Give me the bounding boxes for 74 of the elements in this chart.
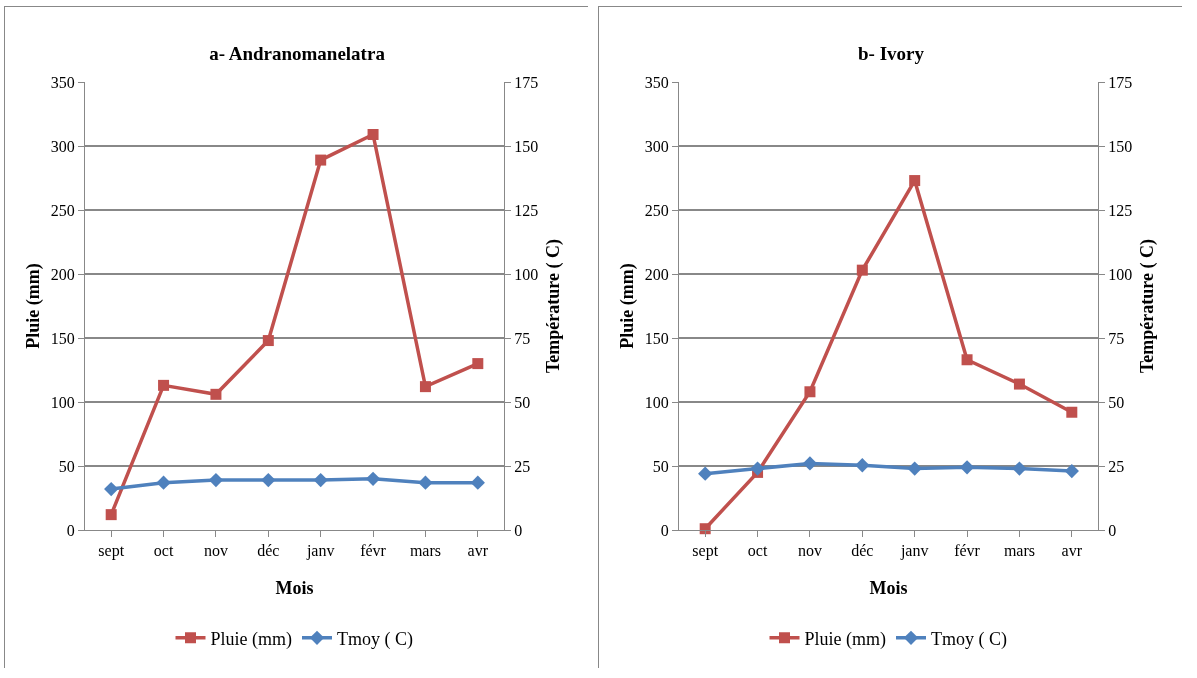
x-tick-label: janv bbox=[305, 542, 335, 561]
x-tick-label: sept bbox=[692, 542, 719, 561]
x-tick-label: déc bbox=[257, 542, 280, 560]
x-tick-label: oct bbox=[153, 542, 174, 560]
y-axis-title: Pluie (mm) bbox=[23, 263, 44, 349]
y2-tick-label: 75 bbox=[514, 329, 531, 347]
y2-tick-label: 0 bbox=[1108, 521, 1117, 539]
y2-tick-label: 100 bbox=[514, 265, 539, 283]
point bbox=[210, 388, 222, 400]
y-tick-label: 0 bbox=[66, 521, 75, 539]
point bbox=[315, 154, 327, 166]
y2-tick-label: 75 bbox=[1108, 329, 1125, 347]
y2-tick-label: 125 bbox=[1108, 201, 1133, 219]
x-tick-label: avr bbox=[467, 542, 489, 560]
legend-label: Pluie (mm) bbox=[804, 628, 886, 650]
x-tick-label: mars bbox=[1003, 542, 1035, 560]
y-tick-label: 350 bbox=[644, 73, 669, 91]
y2-tick-label: 175 bbox=[1108, 73, 1133, 91]
y2-tick-label: 175 bbox=[514, 73, 539, 91]
point bbox=[961, 354, 973, 366]
y2-tick-label: 150 bbox=[1108, 137, 1133, 155]
point bbox=[804, 386, 816, 398]
legend-label: Tmoy ( C) bbox=[931, 628, 1007, 650]
y-tick-label: 300 bbox=[50, 137, 75, 155]
legend-label: Pluie (mm) bbox=[210, 628, 292, 650]
point bbox=[262, 335, 274, 347]
chart-title: b- Ivory bbox=[858, 43, 925, 65]
y2-tick-label: 50 bbox=[1108, 393, 1125, 411]
y-tick-label: 50 bbox=[58, 457, 75, 475]
x-tick-label: nov bbox=[797, 542, 822, 560]
x-tick-label: avr bbox=[1061, 542, 1083, 560]
point bbox=[909, 175, 921, 187]
x-tick-label: nov bbox=[203, 542, 228, 560]
y-tick-label: 350 bbox=[50, 73, 75, 91]
point bbox=[856, 264, 868, 276]
point bbox=[367, 128, 379, 140]
y-tick-label: 150 bbox=[50, 329, 75, 347]
y-tick-label: 300 bbox=[644, 137, 669, 155]
x-tick-label: sept bbox=[98, 542, 125, 561]
x-axis-title: Mois bbox=[869, 578, 908, 598]
point bbox=[1013, 378, 1025, 390]
y2-tick-label: 125 bbox=[514, 201, 539, 219]
y2-tick-label: 25 bbox=[1108, 457, 1125, 475]
y2-tick-label: 50 bbox=[514, 393, 531, 411]
x-tick-label: oct bbox=[747, 542, 768, 560]
y-tick-label: 100 bbox=[50, 393, 75, 411]
y-tick-label: 0 bbox=[660, 521, 669, 539]
x-tick-label: févr bbox=[954, 542, 981, 560]
y-axis-title: Pluie (mm) bbox=[617, 263, 638, 349]
x-tick-label: mars bbox=[409, 542, 441, 560]
y2-tick-label: 0 bbox=[514, 521, 523, 539]
point bbox=[1066, 406, 1078, 418]
y2-axis-title: Température ( C) bbox=[1137, 239, 1158, 373]
point bbox=[419, 381, 431, 393]
x-tick-label: févr bbox=[360, 542, 387, 560]
y-tick-label: 250 bbox=[644, 201, 669, 219]
y-tick-label: 250 bbox=[50, 201, 75, 219]
y-tick-label: 50 bbox=[652, 457, 669, 475]
chart-title: a- Andranomanelatra bbox=[209, 43, 386, 65]
y2-tick-label: 100 bbox=[1108, 265, 1133, 283]
y-tick-label: 100 bbox=[644, 393, 669, 411]
y-tick-label: 200 bbox=[50, 265, 75, 283]
x-tick-label: janv bbox=[899, 542, 929, 561]
y2-axis-title: Température ( C) bbox=[543, 239, 564, 373]
legend-label: Tmoy ( C) bbox=[337, 628, 413, 650]
y2-tick-label: 25 bbox=[514, 457, 531, 475]
point bbox=[158, 379, 170, 391]
x-tick-label: déc bbox=[851, 542, 874, 560]
y-tick-label: 200 bbox=[644, 265, 669, 283]
y2-tick-label: 150 bbox=[514, 137, 539, 155]
x-axis-title: Mois bbox=[275, 578, 314, 598]
point bbox=[105, 509, 117, 521]
point bbox=[472, 358, 484, 370]
y-tick-label: 150 bbox=[644, 329, 669, 347]
